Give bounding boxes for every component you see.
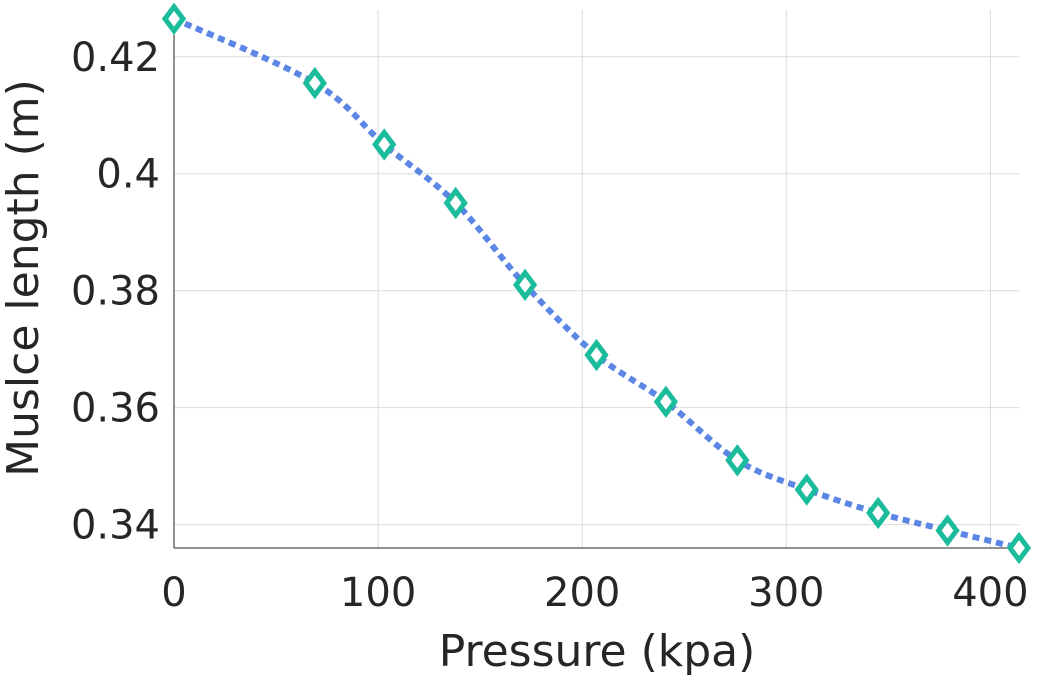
y-tick-label: 0.42 (71, 35, 160, 81)
y-tick-label: 0.36 (71, 386, 160, 432)
x-tick-label: 200 (544, 570, 620, 616)
x-tick-label: 400 (952, 570, 1028, 616)
y-tick-label: 0.34 (71, 503, 160, 549)
data-point-marker-8 (794, 473, 819, 506)
series (161, 2, 1032, 565)
data-point-marker-3 (443, 186, 468, 220)
data-point-marker-2 (372, 128, 397, 161)
series-line-0 (172, 16, 1020, 551)
y-tick-label: 0.38 (71, 269, 160, 315)
data-point-marker-7 (725, 444, 750, 477)
x-tick-label: 300 (748, 570, 824, 616)
data-point-marker-9 (866, 496, 891, 530)
x-tick-label: 0 (161, 570, 186, 616)
data-point-marker-11 (1006, 531, 1032, 565)
x-tick-labels: 0 100 200 300 400 (161, 570, 1028, 616)
data-point-marker-0 (161, 2, 187, 35)
x-tick-label: 100 (340, 570, 416, 616)
data-point-marker-5 (584, 338, 609, 372)
data-point-marker-1 (302, 66, 327, 100)
data-point-marker-4 (512, 268, 538, 302)
x-axis-title: Pressure (kpa) (439, 626, 756, 677)
grid (173, 10, 1019, 548)
data-point-marker-10 (935, 514, 960, 547)
y-tick-label: 0.4 (96, 152, 160, 198)
axes (173, 10, 1019, 549)
data-point-marker-6 (653, 385, 679, 418)
y-axis-title: Muslce length (m) (0, 79, 49, 477)
y-tick-labels: 0.34 0.36 0.38 0.4 0.42 (71, 35, 160, 549)
